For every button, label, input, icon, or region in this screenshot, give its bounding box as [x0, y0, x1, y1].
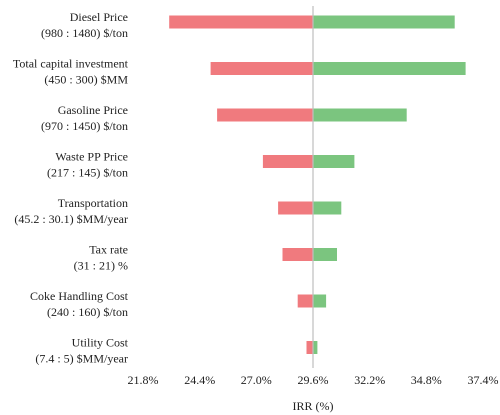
bar-low-7 [306, 341, 313, 354]
category-range-0: (980 : 1480) $/ton [41, 26, 128, 40]
category-range-2: (970 : 1450) $/ton [41, 119, 128, 133]
bar-high-0 [313, 15, 455, 29]
category-label-5: Tax rate [89, 243, 128, 257]
category-label-6: Coke Handling Cost [30, 289, 129, 303]
x-tick-label-6: 37.4% [468, 373, 499, 387]
x-axis-title: IRR (%) [293, 399, 334, 413]
x-tick-label-5: 34.8% [411, 373, 442, 387]
bar-high-7 [313, 341, 318, 354]
category-label-3: Waste PP Price [55, 150, 128, 164]
category-label-4: Transportation [58, 196, 128, 210]
category-range-3: (217 : 145) $/ton [47, 166, 128, 180]
bar-high-6 [313, 294, 327, 308]
category-range-7: (7.4 : 5) $MM/year [35, 352, 128, 366]
bars [169, 15, 466, 354]
bar-high-3 [313, 155, 355, 168]
category-range-1: (450 : 300) $MM [44, 73, 128, 87]
bar-high-5 [313, 248, 337, 261]
bar-low-5 [282, 248, 313, 261]
category-label-2: Gasoline Price [58, 103, 128, 117]
bar-low-6 [297, 294, 313, 308]
bar-high-4 [313, 201, 342, 215]
category-label-1: Total capital investment [13, 57, 129, 71]
category-label-0: Diesel Price [70, 10, 128, 24]
category-range-5: (31 : 21) % [74, 259, 128, 273]
x-tick-label-4: 32.2% [354, 373, 385, 387]
category-range-6: (240 : 160) $/ton [47, 305, 128, 319]
x-tick-label-2: 27.0% [241, 373, 272, 387]
bar-high-2 [313, 108, 407, 122]
x-axis-ticks: 21.8% 24.4% 27.0% 29.6% 32.2% 34.8% 37.4% [128, 373, 499, 387]
x-tick-label-0: 21.8% [128, 373, 159, 387]
x-tick-label-1: 24.4% [184, 373, 215, 387]
category-labels: Diesel Price (980 : 1480) $/ton Total capi… [13, 10, 129, 366]
category-range-4: (45.2 : 30.1) $MM/year [14, 212, 128, 226]
bar-low-4 [278, 201, 313, 215]
bar-low-0 [169, 15, 313, 29]
bar-low-3 [262, 155, 313, 168]
bar-low-2 [217, 108, 313, 122]
category-label-7: Utility Cost [72, 336, 129, 350]
x-tick-label-3: 29.6% [298, 373, 329, 387]
bar-low-1 [210, 62, 313, 75]
bar-high-1 [313, 62, 466, 75]
